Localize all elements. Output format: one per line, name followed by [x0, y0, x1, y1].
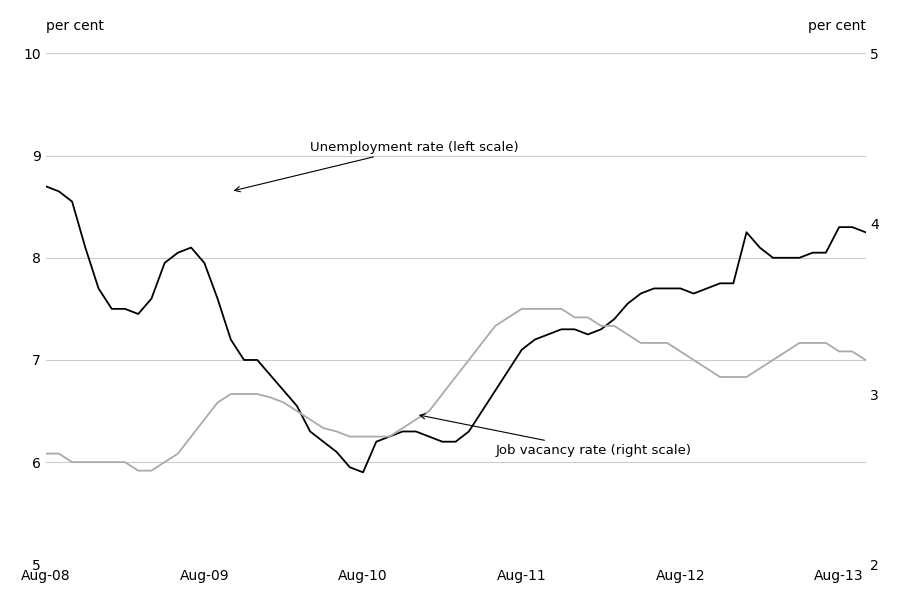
Text: Job vacancy rate (right scale): Job vacancy rate (right scale)	[420, 414, 691, 457]
Text: Unemployment rate (left scale): Unemployment rate (left scale)	[235, 141, 518, 191]
Text: per cent: per cent	[46, 19, 104, 33]
Text: per cent: per cent	[807, 19, 866, 33]
